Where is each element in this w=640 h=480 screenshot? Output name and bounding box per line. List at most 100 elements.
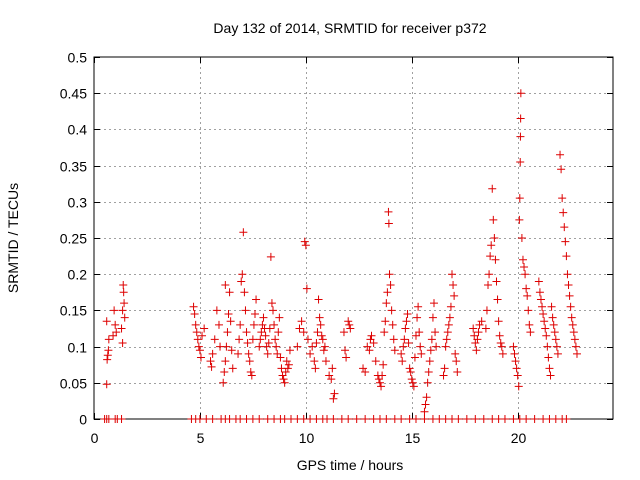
data-point xyxy=(471,415,480,423)
data-point xyxy=(300,237,309,246)
data-point xyxy=(470,331,479,340)
data-point xyxy=(227,346,236,355)
data-point xyxy=(238,270,247,279)
data-point xyxy=(386,281,395,290)
y-tick-label: 0.45 xyxy=(60,86,87,102)
data-point xyxy=(493,295,502,304)
data-point xyxy=(384,207,393,216)
data-point xyxy=(398,357,407,366)
data-point xyxy=(117,415,126,423)
data-point xyxy=(263,349,272,358)
data-point xyxy=(270,320,279,329)
data-point xyxy=(318,335,327,344)
data-point xyxy=(244,349,253,358)
data-point xyxy=(223,328,232,337)
data-point xyxy=(189,302,198,311)
data-point xyxy=(515,215,524,224)
data-point xyxy=(258,320,267,329)
data-point xyxy=(104,346,113,355)
data-point xyxy=(280,378,289,387)
data-point xyxy=(219,378,228,387)
data-point xyxy=(314,295,323,304)
data-point xyxy=(408,378,417,387)
data-point xyxy=(536,295,545,304)
data-point xyxy=(469,324,478,333)
data-point xyxy=(102,317,111,326)
data-point xyxy=(397,349,406,358)
data-point xyxy=(346,324,355,333)
data-point xyxy=(192,328,201,337)
data-point xyxy=(104,335,113,344)
data-point xyxy=(520,262,529,271)
data-point xyxy=(439,371,448,380)
data-point xyxy=(237,277,246,286)
data-point xyxy=(570,335,579,344)
data-point xyxy=(538,302,547,311)
data-point xyxy=(272,342,281,351)
data-point xyxy=(448,270,457,279)
y-tick-label: 0.5 xyxy=(68,50,88,66)
data-point xyxy=(485,270,494,279)
data-point xyxy=(498,349,507,358)
data-point xyxy=(512,364,521,373)
data-point xyxy=(450,291,459,300)
data-point xyxy=(474,328,483,337)
data-point xyxy=(539,310,548,319)
data-point xyxy=(522,415,531,423)
data-point xyxy=(488,184,497,193)
data-point xyxy=(547,302,556,311)
y-tick-label: 0.15 xyxy=(60,303,87,319)
data-point xyxy=(421,400,430,409)
data-point xyxy=(234,349,243,358)
y-tick-label: 0.1 xyxy=(68,340,88,356)
data-point xyxy=(196,353,205,362)
data-point xyxy=(382,299,391,308)
data-point xyxy=(557,165,566,174)
data-point xyxy=(518,255,527,264)
data-point xyxy=(248,335,257,344)
data-point xyxy=(423,378,432,387)
data-point xyxy=(367,331,376,340)
data-point xyxy=(495,331,504,340)
data-point xyxy=(424,367,433,376)
data-point xyxy=(210,335,219,344)
data-point xyxy=(452,357,461,366)
data-point xyxy=(193,335,202,344)
data-point xyxy=(383,288,392,297)
data-points xyxy=(100,89,581,423)
data-point xyxy=(500,415,509,423)
data-point xyxy=(257,328,266,337)
data-point xyxy=(119,281,128,290)
data-point xyxy=(479,415,488,423)
data-point xyxy=(388,320,397,329)
data-point xyxy=(402,317,411,326)
data-point xyxy=(281,367,290,376)
data-point xyxy=(329,394,338,403)
data-point xyxy=(102,380,111,389)
data-point xyxy=(491,255,500,264)
y-tick-label: 0.35 xyxy=(60,159,87,175)
data-point xyxy=(564,281,573,290)
data-point xyxy=(359,364,368,373)
data-point xyxy=(559,208,568,217)
data-point xyxy=(255,342,264,351)
data-point xyxy=(553,349,562,358)
x-axis-label: GPS time / hours xyxy=(297,457,404,473)
data-point xyxy=(198,331,207,340)
data-point xyxy=(245,357,254,366)
data-point xyxy=(378,371,387,380)
data-point xyxy=(200,324,209,333)
data-point xyxy=(511,357,520,366)
data-point xyxy=(454,415,463,423)
data-point xyxy=(410,353,419,362)
data-point xyxy=(221,281,230,290)
data-point xyxy=(496,338,505,347)
data-point xyxy=(399,342,408,351)
data-point xyxy=(381,317,390,326)
data-point xyxy=(330,389,339,398)
data-point xyxy=(361,415,370,423)
data-point xyxy=(550,328,559,337)
data-point xyxy=(208,415,217,423)
data-point xyxy=(443,328,452,337)
data-point xyxy=(341,346,350,355)
